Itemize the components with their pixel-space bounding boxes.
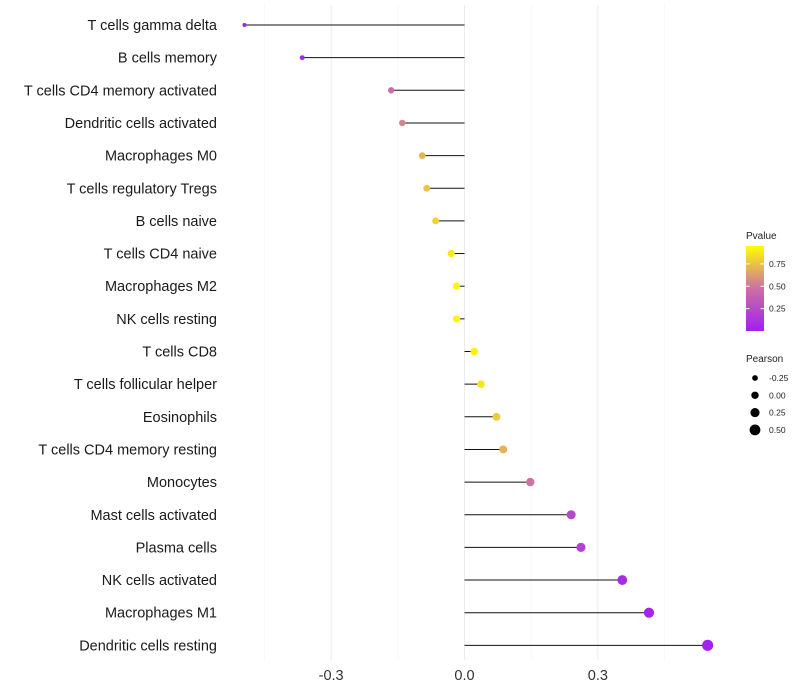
category-label: T cells CD4 memory resting: [38, 442, 217, 458]
lollipop-dot: [643, 607, 655, 618]
lollipop-dot: [242, 22, 247, 28]
lollipop-dot: [617, 575, 628, 585]
x-tick-label: -0.3: [319, 668, 344, 684]
lollipop-dot: [499, 445, 508, 454]
lollipop-dot: [477, 380, 485, 388]
lollipop-dot: [492, 412, 501, 421]
size-key-dot: [749, 424, 761, 436]
pearson-legend-title: Pearson: [746, 354, 783, 365]
size-key-label: 0.50: [769, 425, 786, 435]
pvalue-legend: Pvalue 0.25 0.50 0.75: [746, 231, 786, 331]
pearson-legend: Pearson -0.25 0.00 0.25 0.50: [746, 354, 789, 436]
category-label: Dendritic cells activated: [65, 116, 217, 132]
category-label: T cells follicular helper: [74, 377, 217, 393]
lollipop-dot: [452, 282, 461, 290]
x-axis-ticks: -0.3 0.0 0.3: [319, 668, 608, 684]
category-label: Macrophages M1: [105, 606, 217, 622]
pvalue-legend-title: Pvalue: [746, 231, 777, 242]
lollipop-stems: [244, 24, 708, 646]
category-label: Mast cells activated: [90, 508, 217, 524]
lollipop-dots: [242, 22, 714, 651]
pearson-size-keys: -0.25 0.00 0.25 0.50: [749, 373, 789, 436]
x-tick-label: 0.0: [454, 668, 474, 684]
category-label: T cells CD4 naive: [104, 247, 217, 263]
grid-lines: [264, 5, 665, 660]
size-key-label: -0.25: [769, 373, 789, 383]
category-label: T cells CD8: [142, 345, 217, 361]
category-label: Macrophages M2: [105, 279, 217, 295]
category-label: Dendritic cells resting: [79, 638, 217, 654]
lollipop-dot: [388, 87, 395, 94]
category-label: Monocytes: [147, 475, 217, 491]
colorbar-label: 0.25: [769, 304, 786, 314]
lollipop-dot: [576, 542, 586, 552]
x-tick-label: 0.3: [588, 668, 608, 684]
category-label: T cells gamma delta: [88, 18, 218, 34]
lollipop-dot: [526, 477, 535, 487]
category-label: NK cells resting: [116, 312, 217, 328]
pvalue-colorbar-ticks: 0.25 0.50 0.75: [746, 259, 786, 314]
category-labels: T cells gamma delta B cells memory T cells…: [24, 18, 218, 654]
lollipop-dot: [399, 119, 406, 127]
lollipop-dot: [702, 639, 714, 651]
colorbar-label: 0.50: [769, 281, 786, 291]
size-key-dot: [751, 391, 759, 399]
lollipop-dot: [299, 55, 305, 61]
lollipop-dot: [432, 217, 440, 225]
size-key-label: 0.25: [769, 408, 786, 418]
category-label: T cells regulatory Tregs: [67, 181, 217, 197]
category-label: Eosinophils: [143, 410, 217, 426]
pvalue-colorbar: [746, 246, 764, 331]
size-key-dot: [752, 375, 758, 381]
category-label: T cells CD4 memory activated: [24, 83, 217, 99]
lollipop-dot: [566, 510, 576, 520]
size-key-label: 0.00: [769, 390, 786, 400]
lollipop-dot: [447, 249, 455, 258]
category-label: B cells memory: [118, 51, 218, 67]
lollipop-dot: [423, 184, 431, 192]
colorbar-label: 0.75: [769, 259, 786, 269]
category-label: NK cells activated: [102, 573, 217, 589]
category-label: Macrophages M0: [105, 149, 217, 165]
category-label: B cells naive: [136, 214, 217, 230]
lollipop-dot: [470, 347, 479, 356]
lollipop-dot: [452, 315, 461, 323]
category-label: Plasma cells: [136, 540, 217, 556]
lollipop-dot: [418, 152, 426, 159]
size-key-dot: [750, 408, 760, 418]
